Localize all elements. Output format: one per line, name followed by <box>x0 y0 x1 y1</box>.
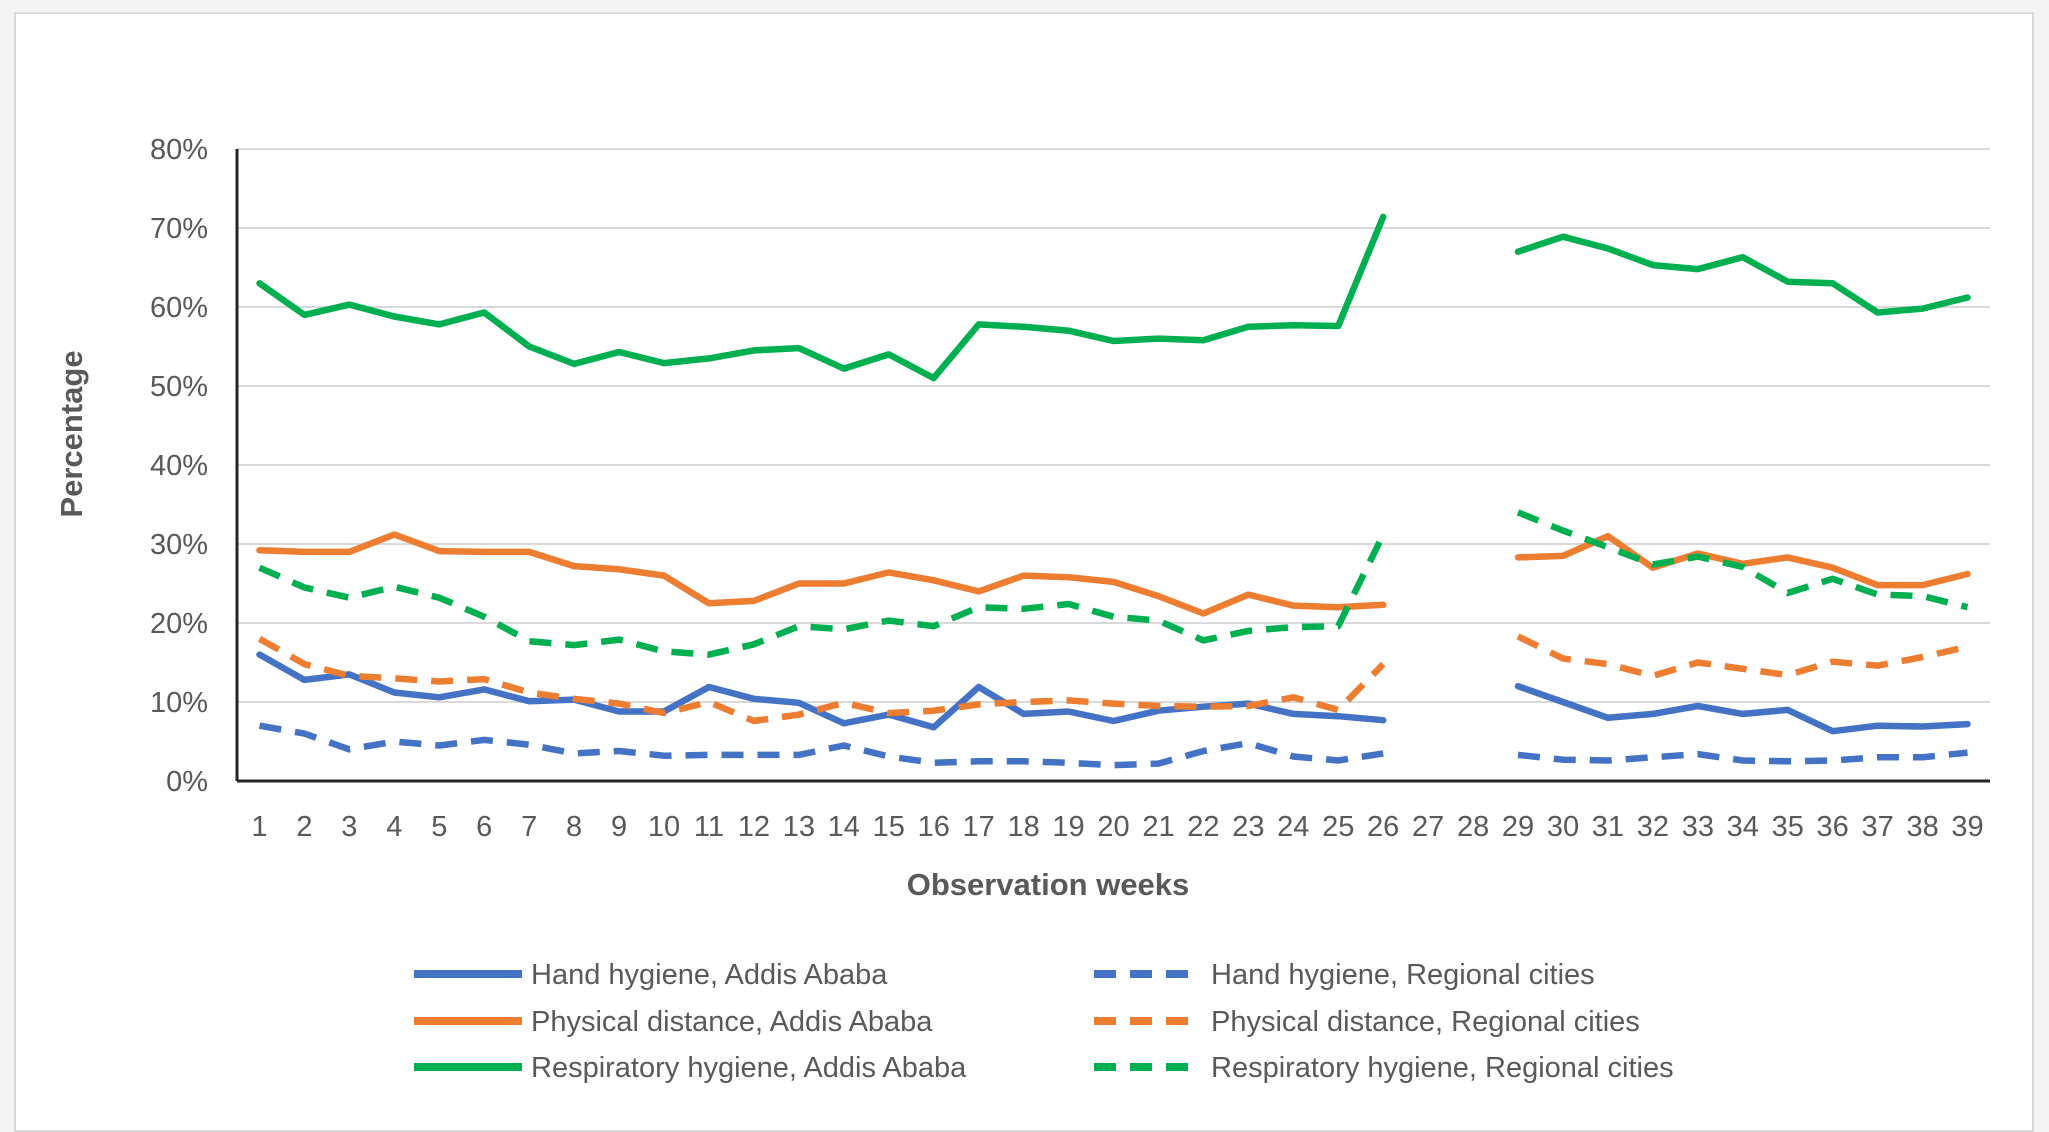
y-tick-label: 40% <box>150 450 208 482</box>
line-chart: 0%10%20%30%40%50%60%70%80% 1 2 3 4 5 6 7 8 9 10 11… <box>54 134 1990 1084</box>
x-tick-label: 7 <box>521 811 537 843</box>
legend-label: Hand hygiene, Addis Ababa <box>531 959 888 991</box>
x-tick-label: 9 <box>611 811 627 843</box>
legend-label: Physical distance, Addis Ababa <box>531 1006 933 1038</box>
legend-label: Physical distance, Regional cities <box>1211 1006 1640 1038</box>
y-tick-label: 60% <box>150 292 208 324</box>
x-tick-label: 38 <box>1906 811 1938 843</box>
x-tick-label: 21 <box>1142 811 1174 843</box>
x-tick-label: 36 <box>1817 811 1849 843</box>
x-tick-label: 12 <box>738 811 770 843</box>
x-tick-label: 11 <box>694 811 724 843</box>
series-lines <box>256 213 1971 769</box>
y-tick-label: 0% <box>166 766 208 798</box>
x-axis-label: Observation weeks <box>907 867 1190 902</box>
x-tick-label: 5 <box>431 811 447 843</box>
x-tick-label: 30 <box>1547 811 1579 843</box>
x-tick-label: 6 <box>476 811 492 843</box>
x-tick-label: 33 <box>1682 811 1714 843</box>
x-tick-label: 13 <box>783 811 815 843</box>
x-tick-label: 15 <box>873 811 905 843</box>
x-tick-label: 31 <box>1592 811 1624 843</box>
x-tick-label: 14 <box>828 811 860 843</box>
x-tick-label: 20 <box>1097 811 1129 843</box>
series-line <box>258 533 1387 658</box>
x-tick-label: 4 <box>386 811 402 843</box>
y-tick-label: 50% <box>150 371 208 403</box>
x-tick-label: 22 <box>1187 811 1219 843</box>
gridlines <box>237 148 1990 703</box>
legend-label: Respiratory hygiene, Regional cities <box>1211 1052 1674 1084</box>
series-line <box>256 651 1387 731</box>
x-tick-label: 39 <box>1951 811 1983 843</box>
x-tick-label: 19 <box>1052 811 1084 843</box>
y-tick-labels: 0% 10% 20% 30% 40% 50% 60% 70% 80% <box>150 134 208 798</box>
x-tick-label: 1 <box>251 811 267 843</box>
x-tick-label: 26 <box>1367 811 1399 843</box>
legend: Hand hygiene, Addis Ababa Hand hygiene, R… <box>414 959 1674 1084</box>
x-tick-label: 18 <box>1007 811 1039 843</box>
x-tick-label: 24 <box>1277 811 1309 843</box>
y-tick-label: 30% <box>150 529 208 561</box>
x-tick-label: 25 <box>1322 811 1354 843</box>
x-tick-label: 28 <box>1457 811 1489 843</box>
series-line <box>256 213 1387 382</box>
x-tick-label: 27 <box>1412 811 1444 843</box>
series-line <box>1514 682 1971 735</box>
y-tick-label: 20% <box>150 608 208 640</box>
x-tick-labels: 1 2 3 4 5 6 7 8 9 10 11 12 13 14 15 16 17 18 19 20 21 22 23 24 2… <box>251 811 1983 843</box>
y-tick-label: 70% <box>150 213 208 245</box>
x-tick-label: 16 <box>918 811 950 843</box>
x-tick-label: 2 <box>296 811 312 843</box>
x-tick-label: 10 <box>648 811 680 843</box>
x-tick-label: 32 <box>1637 811 1669 843</box>
series-line <box>1517 749 1968 765</box>
series-line <box>1516 509 1969 611</box>
x-tick-label: 29 <box>1502 811 1534 843</box>
series-line <box>257 635 1386 725</box>
x-tick-label: 34 <box>1727 811 1759 843</box>
x-tick-label: 35 <box>1772 811 1804 843</box>
series-line <box>1516 633 1969 680</box>
x-tick-label: 8 <box>566 811 582 843</box>
y-tick-label: 10% <box>150 687 208 719</box>
series-line <box>256 531 1387 617</box>
y-axis-label: Percentage <box>54 350 89 517</box>
x-tick-label: 17 <box>963 811 995 843</box>
chart-frame: 0% 10% 20% 30% 40% 50% 60% 70% 80% 1 2 3 4 5 6 7 8 9 10 11… <box>14 12 2034 1132</box>
y-tick-label: 80% <box>150 134 208 166</box>
legend-label: Respiratory hygiene, Addis Ababa <box>531 1052 967 1084</box>
x-tick-label: 37 <box>1861 811 1893 843</box>
x-tick-label: 23 <box>1232 811 1264 843</box>
axes <box>235 149 1990 783</box>
series-line <box>258 722 1384 769</box>
series-line <box>1514 233 1971 316</box>
legend-label: Hand hygiene, Regional cities <box>1211 959 1595 991</box>
x-tick-label: 3 <box>341 811 357 843</box>
